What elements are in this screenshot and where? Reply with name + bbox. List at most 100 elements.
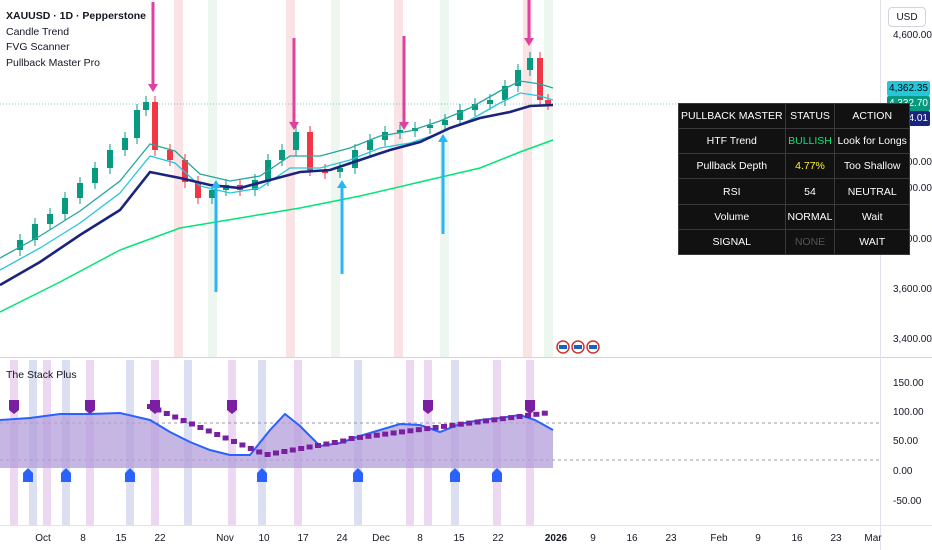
signal-dot <box>247 446 254 451</box>
time-label: 23 <box>830 533 842 544</box>
time-label-year: 2026 <box>545 533 568 544</box>
status-cell: NORMAL <box>784 203 836 230</box>
candle-body <box>397 130 403 133</box>
signal-dot <box>382 431 389 437</box>
table-row: RSI 54 NEUTRAL <box>678 178 910 205</box>
chart-legend[interactable]: XAUUSD · 1D · Pepperstone Candle Trend F… <box>6 9 146 71</box>
signal-dot <box>525 412 531 418</box>
bearish-marker-icon <box>227 400 237 414</box>
price-tag-ema-fast: 4,362.35 <box>887 81 930 96</box>
table-header: PULLBACK MASTER <box>678 102 786 130</box>
signal-dot <box>373 432 380 438</box>
indicator-legend-pullback-master[interactable]: Pullback Master Pro <box>6 56 100 69</box>
signal-dot <box>499 416 506 422</box>
time-label: 8 <box>417 533 423 544</box>
time-axis[interactable]: Oct 8 15 22 Nov 10 17 24 Dec 8 15 22 202… <box>35 533 882 544</box>
time-label: 15 <box>115 533 127 544</box>
time-label: 9 <box>755 533 761 544</box>
signal-dot <box>239 442 246 448</box>
bullish-marker-icon <box>353 468 363 482</box>
candle-body <box>32 224 38 240</box>
time-label: Dec <box>372 533 390 544</box>
candle-body <box>47 214 53 224</box>
ema-fast-line <box>0 80 554 259</box>
metric-cell: RSI <box>678 178 786 205</box>
candle-body <box>279 150 285 160</box>
signal-dot <box>449 422 456 428</box>
candle-body <box>527 58 533 70</box>
action-cell: Wait <box>834 203 910 230</box>
signal-dot <box>432 425 439 430</box>
signal-dot <box>340 438 347 444</box>
table-row: HTF Trend BULLISH Look for Longs <box>678 128 910 155</box>
time-label: 15 <box>453 533 465 544</box>
sell-signal-arrow <box>524 38 534 46</box>
currency-button[interactable]: USD <box>888 7 926 27</box>
indicator-pane-title[interactable]: The Stack Plus <box>6 369 77 381</box>
indicator-legend-fvg-scanner[interactable]: FVG Scanner <box>6 41 70 53</box>
time-label: 16 <box>791 533 803 544</box>
signal-dot <box>365 433 372 439</box>
buy-signal-arrow <box>438 134 448 142</box>
indicator-axis[interactable]: 150.00 100.00 50.00 0.00 -50.00 <box>893 378 924 507</box>
ema-slow-line <box>0 139 554 313</box>
signal-dot <box>466 420 473 426</box>
candle-body <box>107 150 113 168</box>
price-pane[interactable] <box>0 0 880 357</box>
candle-body <box>143 102 149 110</box>
time-label: 9 <box>590 533 596 544</box>
signal-dot <box>231 439 237 444</box>
price-axis[interactable]: 4,600.00 4,200.00 4,000.00 3,800.00 3,60… <box>893 30 932 345</box>
bullish-marker-icon <box>23 468 33 482</box>
time-label: 17 <box>297 533 309 544</box>
candle-body <box>122 138 128 150</box>
candle-body <box>62 198 68 214</box>
action-cell: Too Shallow <box>834 153 910 180</box>
price-tick: 3,400.00 <box>893 334 932 345</box>
signal-dot <box>331 440 338 445</box>
sell-signal-arrow <box>399 122 409 130</box>
buy-signal-arrow <box>211 180 221 188</box>
signal-dot <box>306 444 313 450</box>
candle-body <box>442 120 448 125</box>
bearish-marker-icon <box>150 400 160 414</box>
candle-body <box>427 125 433 128</box>
action-cell: WAIT <box>834 228 910 256</box>
ema-mid-line <box>0 103 554 287</box>
signal-dot <box>424 426 431 432</box>
time-label: 22 <box>154 533 166 544</box>
time-label: 22 <box>492 533 504 544</box>
time-label: 16 <box>626 533 638 544</box>
pullback-master-table: PULLBACK MASTER STATUS ACTION HTF Trend … <box>678 102 910 256</box>
flag-stripe-icon <box>559 345 567 349</box>
flag-stripe-icon <box>574 345 582 349</box>
signal-dot <box>214 432 221 437</box>
bearish-marker-icon <box>525 400 535 414</box>
indicator-tick: 150.00 <box>893 378 924 389</box>
signal-dot <box>508 415 515 421</box>
price-tick: 3,600.00 <box>893 284 932 295</box>
signal-dot <box>298 446 305 451</box>
signal-dot <box>533 411 540 417</box>
ema-fast-line-2 <box>0 92 554 271</box>
table-header: ACTION <box>834 102 910 130</box>
price-tick: 3,800.00 <box>893 234 932 245</box>
signal-dot <box>197 425 204 430</box>
candle-body <box>502 86 508 100</box>
symbol-title[interactable]: XAUUSD · 1D · Pepperstone <box>6 10 147 22</box>
indicator-legend-candle-trend[interactable]: Candle Trend <box>6 25 70 38</box>
candle-body <box>337 168 343 172</box>
candle-body <box>352 150 358 168</box>
bearish-marker-icon <box>9 400 19 414</box>
signal-dot <box>315 443 321 448</box>
indicator-pane[interactable] <box>0 360 880 525</box>
candle-body <box>182 160 188 182</box>
highlight-band <box>208 0 217 357</box>
time-label: Mar <box>864 533 882 544</box>
time-label: Oct <box>35 533 51 544</box>
signal-dot <box>390 430 397 436</box>
signal-dot <box>180 418 187 423</box>
signal-dot <box>222 435 229 441</box>
candle-body <box>515 70 521 86</box>
